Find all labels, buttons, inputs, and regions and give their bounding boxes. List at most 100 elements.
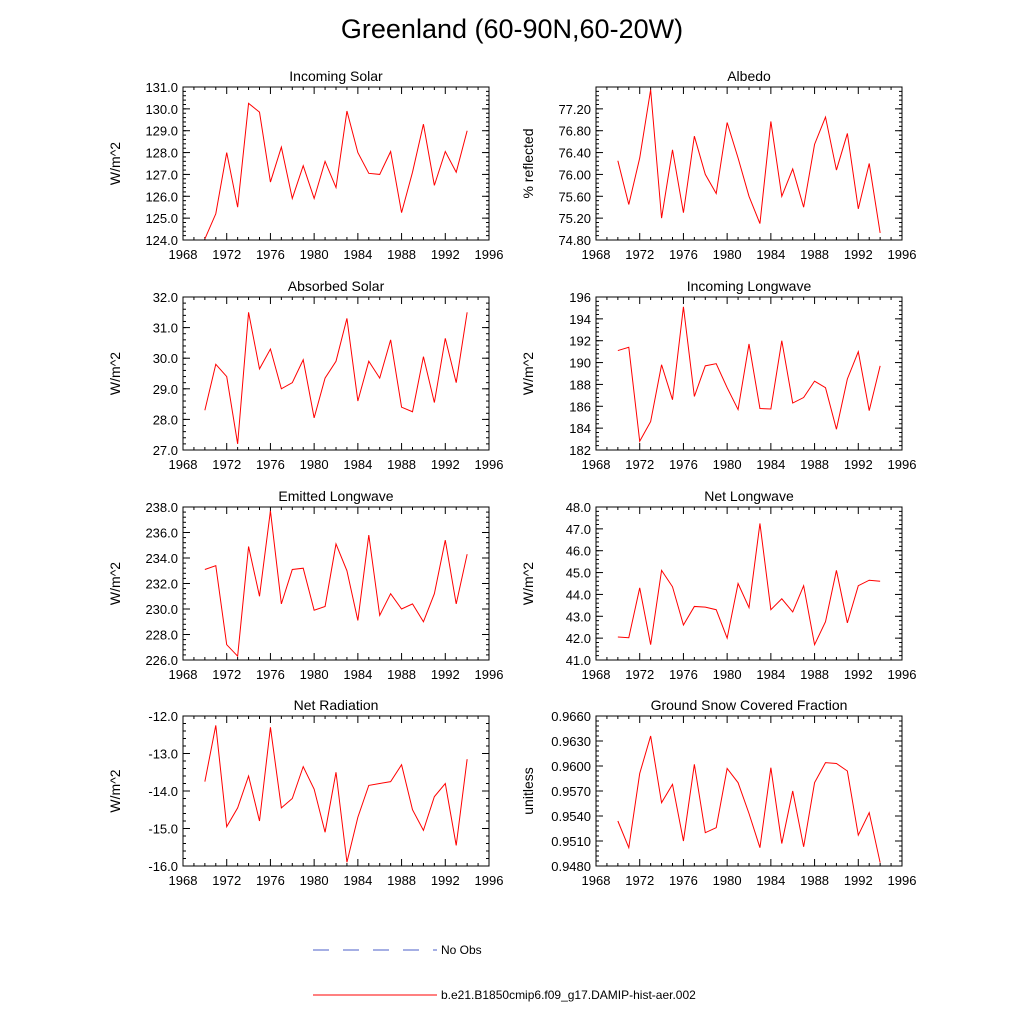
x-tick-label: 1972 xyxy=(212,247,241,262)
y-tick-label: 230.0 xyxy=(145,602,178,617)
y-tick-label: 76.80 xyxy=(558,124,591,139)
plot-frame xyxy=(182,715,490,867)
y-tick-label: 28.0 xyxy=(153,412,178,427)
plot-frame xyxy=(595,86,903,241)
x-tick-label: 1976 xyxy=(256,457,285,472)
x-tick-label: 1968 xyxy=(582,457,611,472)
x-tick-label: 1984 xyxy=(343,667,372,682)
y-tick-label: 190 xyxy=(569,356,591,371)
panel-title: Ground Snow Covered Fraction xyxy=(651,697,848,713)
panel-6: 1968 1972 1976 1980 1984 1988 1992 1996 41.0 42.0… xyxy=(520,488,916,682)
x-tick-label: 1992 xyxy=(844,667,873,682)
y-tick-label: 236.0 xyxy=(145,526,178,541)
y-tick-label: 75.60 xyxy=(558,189,591,204)
x-tick-label: 1980 xyxy=(713,457,742,472)
x-tick-label: 1988 xyxy=(800,247,829,262)
y-tick-label: 48.0 xyxy=(566,500,591,515)
x-tick-label: 1984 xyxy=(756,457,785,472)
x-tick-label: 1972 xyxy=(625,873,654,888)
y-tick-label: 76.00 xyxy=(558,167,591,182)
y-tick-label: 74.80 xyxy=(558,233,591,248)
y-tick-label: -12.0 xyxy=(148,709,178,724)
x-tick-label: 1984 xyxy=(756,247,785,262)
x-tick-label: 1984 xyxy=(343,873,372,888)
y-tick-label: 184 xyxy=(569,421,591,436)
x-tick-label: 1972 xyxy=(625,247,654,262)
series-line xyxy=(617,523,881,647)
y-tick-label: 43.0 xyxy=(566,609,591,624)
x-tick-label: 1980 xyxy=(713,873,742,888)
y-tick-label: 125.0 xyxy=(145,211,178,226)
y-tick-label: 75.20 xyxy=(558,211,591,226)
x-tick-label: 1996 xyxy=(475,667,504,682)
y-axis-label: % reflected xyxy=(520,128,536,198)
y-tick-label: 0.9660 xyxy=(551,709,591,724)
panel-2: 1968 1972 1976 1980 1984 1988 1992 1996 74.80 75.… xyxy=(520,68,916,262)
y-tick-label: 47.0 xyxy=(566,522,591,537)
series-line xyxy=(617,735,881,863)
series-line xyxy=(204,510,468,658)
x-tick-label: 1976 xyxy=(256,873,285,888)
x-tick-label: 1996 xyxy=(475,457,504,472)
y-tick-label: 124.0 xyxy=(145,233,178,248)
plot-frame xyxy=(595,506,903,661)
y-tick-label: 129.0 xyxy=(145,124,178,139)
x-tick-label: 1976 xyxy=(256,667,285,682)
x-tick-label: 1996 xyxy=(475,873,504,888)
y-tick-label: -13.0 xyxy=(148,747,178,762)
series-line xyxy=(204,102,468,240)
x-tick-label: 1980 xyxy=(300,667,329,682)
y-tick-label: 196 xyxy=(569,290,591,305)
x-tick-label: 1988 xyxy=(387,247,416,262)
y-tick-label: 31.0 xyxy=(153,321,178,336)
y-tick-label: 27.0 xyxy=(153,443,178,458)
x-tick-label: 1968 xyxy=(582,247,611,262)
series-line xyxy=(617,89,881,233)
series-line xyxy=(204,312,468,444)
y-tick-label: 29.0 xyxy=(153,382,178,397)
y-tick-label: 46.0 xyxy=(566,544,591,559)
y-tick-label: 188 xyxy=(569,377,591,392)
panel-7: 1968 1972 1976 1980 1984 1988 1992 1996 -16.0 -15… xyxy=(107,697,503,888)
panel-5: 1968 1972 1976 1980 1984 1988 1992 1996 226.0 228… xyxy=(107,488,503,682)
x-tick-label: 1992 xyxy=(431,873,460,888)
x-tick-label: 1992 xyxy=(431,457,460,472)
panel-8: 1968 1972 1976 1980 1984 1988 1992 1996 0.9480 0.… xyxy=(520,697,916,888)
y-tick-label: 127.0 xyxy=(145,167,178,182)
y-tick-label: 44.0 xyxy=(566,587,591,602)
x-tick-label: 1968 xyxy=(169,873,198,888)
x-tick-label: 1976 xyxy=(669,247,698,262)
y-axis-label: W/m^2 xyxy=(107,562,123,605)
x-tick-label: 1996 xyxy=(888,247,917,262)
x-tick-label: 1988 xyxy=(387,873,416,888)
x-tick-label: 1992 xyxy=(844,457,873,472)
y-tick-label: 0.9570 xyxy=(551,784,591,799)
y-tick-label: 194 xyxy=(569,312,591,327)
panel-3: 1968 1972 1976 1980 1984 1988 1992 1996 27.0 28.0… xyxy=(107,278,503,472)
x-tick-label: 1984 xyxy=(343,247,372,262)
plot-frame xyxy=(182,506,490,661)
x-tick-label: 1976 xyxy=(256,247,285,262)
y-axis-label: W/m^2 xyxy=(520,562,536,605)
x-tick-label: 1988 xyxy=(387,667,416,682)
x-tick-label: 1980 xyxy=(713,247,742,262)
panel-title: Incoming Solar xyxy=(289,68,383,84)
x-tick-label: 1972 xyxy=(625,457,654,472)
x-tick-label: 1980 xyxy=(713,667,742,682)
x-tick-label: 1988 xyxy=(800,457,829,472)
y-tick-label: 131.0 xyxy=(145,80,178,95)
y-tick-label: 30.0 xyxy=(153,351,178,366)
panel-4: 1968 1972 1976 1980 1984 1988 1992 1996 182 184 18… xyxy=(520,278,916,472)
series-line xyxy=(617,306,881,443)
x-tick-label: 1972 xyxy=(212,457,241,472)
x-tick-label: 1988 xyxy=(800,873,829,888)
panel-title: Net Radiation xyxy=(294,697,379,713)
x-tick-label: 1972 xyxy=(212,667,241,682)
y-axis-label: W/m^2 xyxy=(107,142,123,185)
y-tick-label: 0.9480 xyxy=(551,859,591,874)
y-axis-label: W/m^2 xyxy=(107,769,123,812)
x-tick-label: 1996 xyxy=(888,667,917,682)
y-tick-label: 226.0 xyxy=(145,653,178,668)
x-tick-label: 1976 xyxy=(669,457,698,472)
